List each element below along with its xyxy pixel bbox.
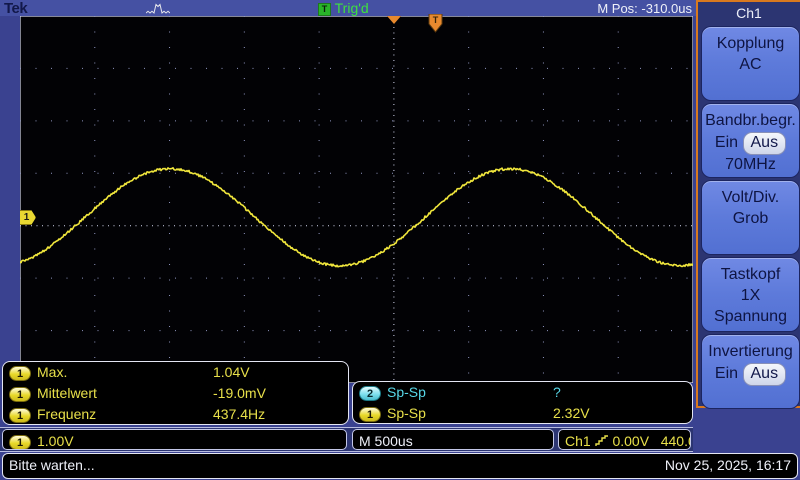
svg-text:T: T [433, 15, 439, 25]
